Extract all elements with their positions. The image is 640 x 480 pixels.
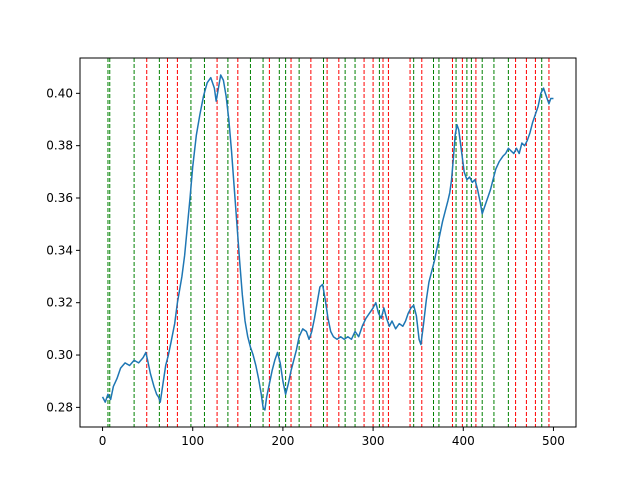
- y-tick-label: 0.36: [46, 191, 73, 205]
- y-axis: 0.28 0.30 0.32 0.34 0.36 0.38 0.40: [46, 86, 80, 414]
- y-tick-label: 0.34: [46, 243, 73, 257]
- x-tick-label: 300: [362, 434, 385, 448]
- y-tick-label: 0.32: [46, 296, 73, 310]
- x-tick-label: 100: [181, 434, 204, 448]
- y-tick-label: 0.40: [46, 86, 73, 100]
- series-line: [101, 74, 554, 411]
- x-tick-label: 0: [99, 434, 107, 448]
- y-tick-label: 0.28: [46, 400, 73, 414]
- x-tick-label: 400: [452, 434, 475, 448]
- plot-frame: [79, 57, 577, 428]
- x-axis: 0 100 200 300 400 500: [99, 427, 565, 448]
- y-tick-label: 0.38: [46, 139, 73, 153]
- vertical-marker-lines: [107, 58, 550, 427]
- x-tick-label: 500: [542, 434, 565, 448]
- x-tick-label: 200: [271, 434, 294, 448]
- y-tick-label: 0.30: [46, 348, 73, 362]
- series-group: [101, 74, 554, 411]
